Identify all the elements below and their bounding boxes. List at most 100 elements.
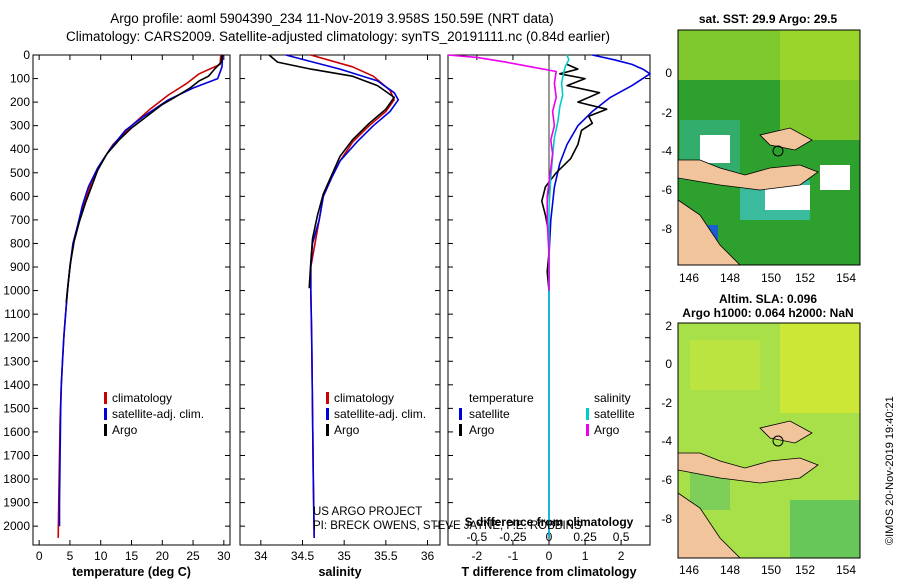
x-tick-label: 36 — [421, 549, 435, 563]
legend-s-argo-label: Argo — [594, 423, 620, 437]
sla-map-high-patch — [690, 340, 760, 390]
depth-tick-label: 1800 — [3, 472, 30, 486]
depth-tick-label: 1500 — [3, 401, 30, 415]
legend-s-satellite-swatch — [586, 408, 589, 420]
depth-tick-label: 700 — [10, 213, 30, 227]
legend-climatology-label: climatology — [112, 391, 172, 405]
legend-argo-swatch — [104, 424, 107, 436]
pi-credit: PI: BRECK OWENS, STEVE JAYNE, P.E. ROBBI… — [313, 520, 582, 532]
sla-xtick: 154 — [836, 563, 856, 577]
sla-map-low-patch — [790, 500, 860, 558]
sla-map-y-ticks: 2 0 -2 -4 -6 -8 — [661, 319, 672, 526]
legend-salinity-title: salinity — [594, 391, 631, 405]
sla-map-title-line2: Argo h1000: 0.064 h2000: NaN — [682, 306, 853, 320]
legend-temperature-title: temperature — [469, 391, 534, 405]
legend-satellite-label: satellite-adj. clim. — [112, 407, 204, 421]
sst-ytick: -8 — [661, 222, 672, 236]
legend-t-argo-label: Argo — [469, 423, 495, 437]
sst-ytick: -4 — [661, 144, 672, 158]
legend-satellite-swatch — [326, 408, 329, 420]
x-tick-label: 5 — [67, 549, 74, 563]
sst-map-frame — [677, 29, 861, 266]
x-tick-label: -2 — [472, 549, 483, 563]
sla-xtick: 148 — [720, 563, 740, 577]
plot-frame — [239, 54, 441, 546]
x-tick-label: -1 — [508, 549, 519, 563]
sla-map-frame — [677, 322, 861, 559]
difference-legend: temperature satellite Argo salinity sate… — [459, 391, 635, 437]
depth-tick-label: 1900 — [3, 496, 30, 510]
argo-position-marker — [772, 145, 784, 157]
legend-climatology-swatch — [104, 392, 107, 404]
depth-tick-label: 1300 — [3, 354, 30, 368]
depth-tick-label: 900 — [10, 260, 30, 274]
argo-position-marker — [772, 435, 784, 447]
sla-xtick: 152 — [795, 563, 815, 577]
sla-map-title-line1: Altim. SLA: 0.096 — [719, 292, 817, 306]
legend-t-satellite-label: satellite — [469, 407, 510, 421]
x-axis-label: temperature (deg C) — [72, 565, 191, 579]
depth-tick-label: 400 — [10, 142, 30, 156]
legend-argo-label: Argo — [334, 423, 360, 437]
sla-ytick: 0 — [665, 357, 672, 371]
series-line-satellite-adj-clim- — [58, 54, 224, 527]
sla-ytick: 2 — [665, 319, 672, 333]
depth-tick-label: 300 — [10, 119, 30, 133]
imos-timestamp: ©IMOS 20-Nov-2019 19:40:21 — [884, 396, 896, 545]
depth-tick-label: 0 — [23, 48, 30, 62]
sla-map-landmass — [677, 452, 819, 484]
sst-map-cloud-gap — [700, 135, 730, 163]
depth-tick-label: 2000 — [3, 519, 30, 533]
series-line-argo — [268, 54, 396, 289]
top-tick-label: -0.25 — [499, 530, 527, 544]
sst-xtick: 148 — [720, 271, 740, 285]
sla-xtick: 146 — [679, 563, 699, 577]
legend-t-satellite-swatch — [459, 408, 462, 420]
series-line-climatology — [57, 54, 222, 538]
series-line-s-argo — [447, 54, 558, 291]
depth-tick-label: 200 — [10, 95, 30, 109]
sst-map-warm-patch — [780, 30, 860, 140]
x-tick-label: 1 — [582, 549, 589, 563]
top-tick-label: 0.25 — [573, 530, 597, 544]
top-tick-label: -0.5 — [467, 530, 488, 544]
depth-tick-label: 600 — [10, 189, 30, 203]
x-tick-label: 34.5 — [291, 549, 315, 563]
legend-satellite-swatch — [104, 408, 107, 420]
top-tick-label: 0.5 — [613, 530, 630, 544]
depth-tick-label: 100 — [10, 72, 30, 86]
x-axis-label: salinity — [318, 565, 361, 579]
x-tick-label: 10 — [94, 549, 108, 563]
legend-s-argo-swatch — [586, 424, 589, 436]
sla-ytick: -8 — [661, 512, 672, 526]
x-tick-label: 20 — [156, 549, 170, 563]
temperature-legend: climatology satellite-adj. clim. Argo — [104, 391, 204, 437]
sst-xtick: 152 — [795, 271, 815, 285]
sla-map-high-patch — [780, 323, 860, 413]
x-tick-label: 0 — [546, 549, 553, 563]
project-credit: US ARGO PROJECT — [313, 506, 422, 518]
sst-xtick: 150 — [761, 271, 781, 285]
sst-map-title: sat. SST: 29.9 Argo: 29.5 — [699, 12, 838, 26]
x-tick-label: 30 — [217, 549, 231, 563]
sla-ytick: -6 — [661, 473, 672, 487]
sla-xtick: 150 — [761, 563, 781, 577]
depth-tick-label: 800 — [10, 236, 30, 250]
legend-s-satellite-label: satellite — [594, 407, 635, 421]
sst-xtick: 154 — [836, 271, 856, 285]
series-line-argo — [65, 54, 223, 303]
sst-map-landmass — [677, 159, 819, 191]
x-tick-label: 25 — [186, 549, 200, 563]
depth-tick-label: 1600 — [3, 425, 30, 439]
x-axis-label: T difference from climatology — [461, 565, 636, 579]
sst-ytick: -6 — [661, 183, 672, 197]
figure-title-line2: Climatology: CARS2009. Satellite-adjuste… — [66, 29, 610, 44]
depth-tick-label: 1000 — [3, 284, 30, 298]
legend-satellite-label: satellite-adj. clim. — [334, 407, 426, 421]
depth-tick-label: 1200 — [3, 331, 30, 345]
x-tick-label: 2 — [618, 549, 625, 563]
salinity-legend: climatology satellite-adj. clim. Argo — [326, 391, 426, 437]
sst-map-y-ticks: 0 -2 -4 -6 -8 — [661, 66, 672, 236]
series-line-satellite-adj-clim- — [285, 54, 400, 538]
depth-tick-label: 1400 — [3, 378, 30, 392]
